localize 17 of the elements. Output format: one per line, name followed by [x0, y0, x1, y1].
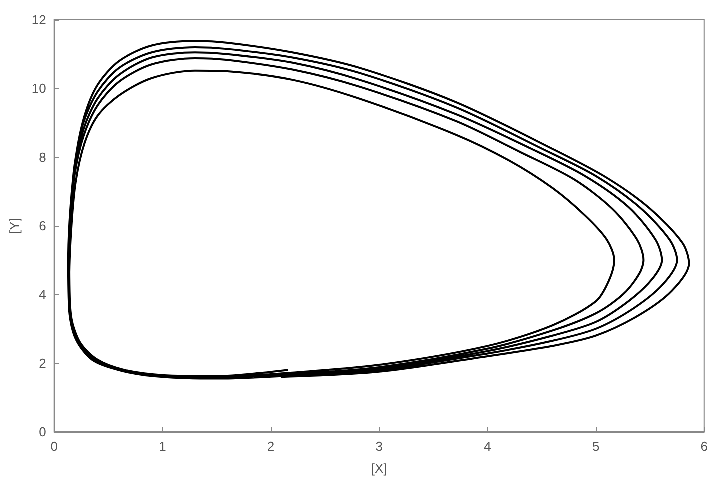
x-tick-label: 1 — [159, 439, 166, 454]
x-tick-label: 0 — [50, 439, 58, 454]
x-tick-label: 2 — [267, 439, 275, 454]
x-tick-label: 4 — [484, 439, 492, 454]
y-tick-label: 0 — [39, 424, 46, 440]
line-series — [67, 40, 690, 380]
y-tick-label: 2 — [39, 356, 46, 371]
y-tick-label: 6 — [39, 218, 46, 234]
y-tick-label: 10 — [32, 81, 46, 96]
x-tick-label: 6 — [700, 439, 708, 454]
x-tick-label: 3 — [376, 439, 383, 454]
x-axis-title: [X] — [371, 461, 388, 476]
y-tick-label: 12 — [32, 12, 46, 28]
y-tick-label: 4 — [39, 287, 46, 302]
y-axis-title: [Y] — [7, 218, 22, 234]
x-tick-label: 5 — [592, 439, 600, 454]
y-tick-label: 8 — [39, 150, 46, 165]
